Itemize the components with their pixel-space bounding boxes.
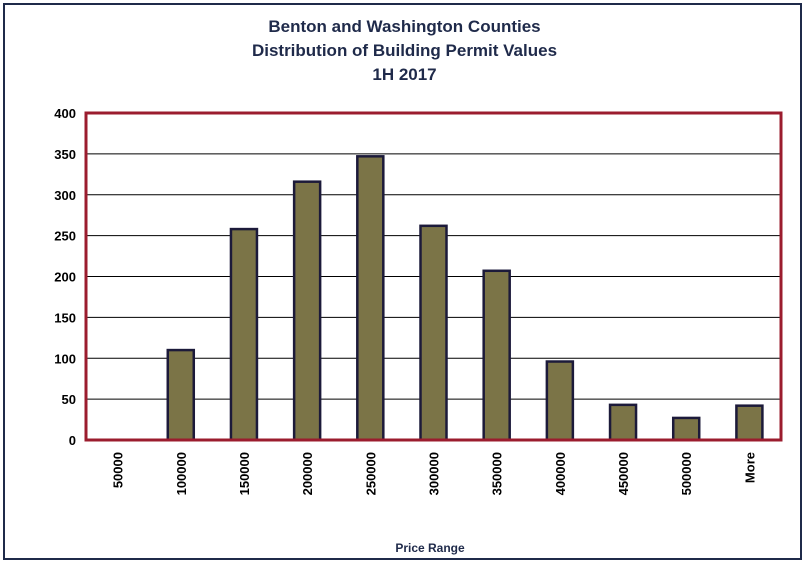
chart-title-line-3: 1H 2017 — [372, 65, 437, 84]
x-tick-label: 450000 — [616, 452, 631, 495]
y-tick-label: 0 — [69, 433, 76, 448]
x-tick-label: 400000 — [553, 452, 568, 495]
chart-title: Benton and Washington Counties Distribut… — [5, 15, 804, 87]
y-tick-label: 400 — [54, 106, 76, 121]
chart-frame: Benton and Washington Counties Distribut… — [3, 3, 802, 560]
y-tick-label: 100 — [54, 351, 76, 366]
x-tick-label: 300000 — [427, 452, 442, 495]
y-tick-label: 50 — [62, 392, 76, 407]
bar-100000 — [166, 348, 196, 442]
bars — [166, 155, 764, 442]
x-tick-label: 100000 — [174, 452, 189, 495]
chart-title-line-2: Distribution of Building Permit Values — [251, 41, 558, 60]
x-tick-label: 250000 — [363, 452, 378, 495]
bar-450000 — [608, 403, 638, 442]
bar-400000 — [545, 360, 575, 442]
y-tick-label: 150 — [54, 310, 76, 325]
x-tick-label: 50000 — [111, 452, 126, 488]
bar-200000 — [292, 180, 322, 442]
x-tick-label: 500000 — [679, 452, 694, 495]
y-axis-ticks: 0 50 100 150 200 250 300 350 400 — [54, 106, 76, 448]
bar-300000 — [419, 224, 448, 442]
y-tick-label: 200 — [54, 270, 76, 285]
y-tick-label: 250 — [54, 229, 76, 244]
y-tick-label: 350 — [54, 147, 76, 162]
plot-area-border — [84, 111, 783, 442]
chart-title-line-1: Benton and Washington Counties — [268, 17, 541, 36]
y-tick-label: 300 — [54, 188, 76, 203]
bar-250000 — [356, 155, 385, 442]
x-tick-label: 150000 — [237, 452, 252, 495]
bar-350000 — [482, 269, 511, 442]
bar-more — [735, 404, 764, 442]
x-tick-label: 200000 — [300, 452, 315, 495]
x-axis-ticks: 50000 100000 150000 200000 250000 300000 35000… — [111, 452, 758, 495]
x-axis-label: Price Range — [395, 541, 465, 555]
x-tick-label: More — [742, 452, 757, 483]
bar-500000 — [671, 416, 701, 442]
bar-150000 — [229, 227, 259, 442]
x-tick-label: 350000 — [490, 452, 505, 495]
